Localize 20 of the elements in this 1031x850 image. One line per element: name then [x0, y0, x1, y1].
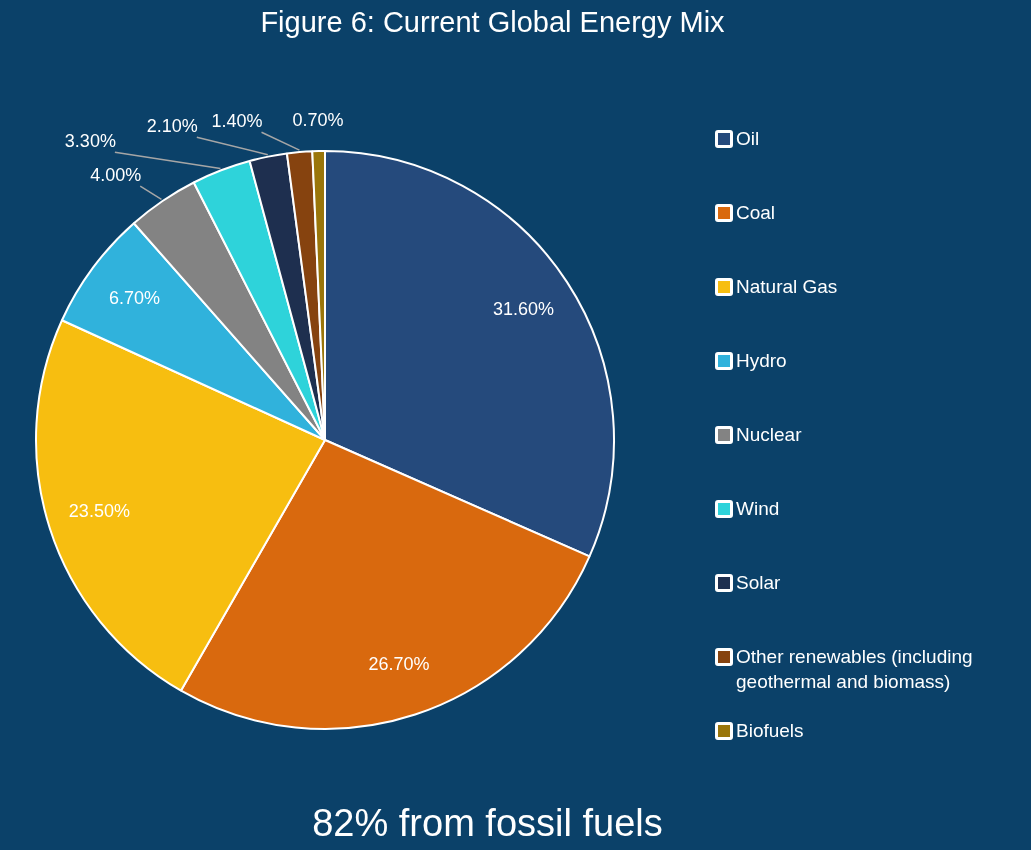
data-label: 3.30%: [64, 131, 116, 152]
legend-label: Wind: [736, 497, 781, 521]
data-label: 31.60%: [492, 299, 555, 320]
legend-label: Coal: [736, 201, 777, 225]
text: 82% from fossil fuels: [311, 801, 664, 846]
chart-title: Figure 6: Current Global Energy Mix: [259, 5, 726, 40]
data-label: 0.70%: [292, 110, 344, 131]
legend-label: Oil: [736, 127, 761, 151]
data-label: 23.50%: [68, 501, 130, 522]
data-label: 4.00%: [90, 165, 142, 186]
data-label: 26.70%: [368, 654, 430, 675]
legend-label: Nuclear: [736, 423, 803, 447]
legend-label: Hydro: [736, 349, 788, 373]
legend-label: Solar: [736, 571, 782, 595]
legend-label: Natural Gas: [736, 275, 839, 299]
data-label: 2.10%: [146, 116, 198, 137]
data-label: 6.70%: [109, 287, 161, 308]
legend-label: Biofuels: [736, 719, 805, 743]
data-label: 1.40%: [211, 111, 263, 132]
legend-label: Other renewables (including geothermal and biomass): [736, 645, 974, 694]
